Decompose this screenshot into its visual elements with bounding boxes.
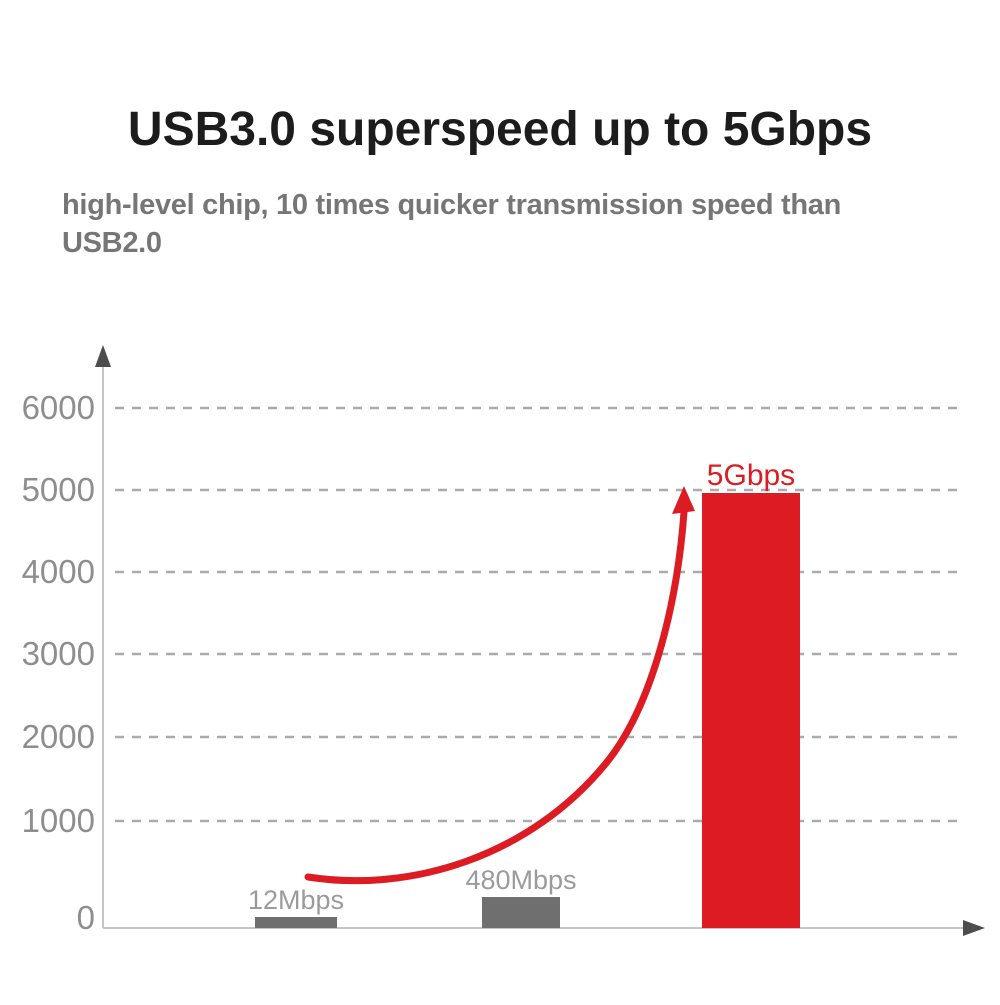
y-tick-label-1000: 1000 — [22, 802, 95, 839]
bar-label-480Mbps: 480Mbps — [465, 865, 576, 895]
bar-5Gbps — [702, 493, 800, 928]
y-tick-label-6000: 6000 — [22, 389, 95, 426]
y-tick-label-0: 0 — [77, 899, 95, 936]
bar-label-5Gbps: 5Gbps — [707, 459, 795, 492]
page-subtitle: high-level chip, 10 times quicker transm… — [62, 186, 952, 262]
page-subtitle-line2: USB2.0 — [62, 227, 162, 259]
bar-12Mbps — [255, 917, 337, 928]
y-tick-label-3000: 3000 — [22, 635, 95, 672]
growth-curve — [304, 508, 688, 885]
bar-label-12Mbps: 12Mbps — [248, 885, 344, 915]
page-title: USB3.0 superspeed up to 5Gbps — [127, 103, 873, 156]
y-tick-label-2000: 2000 — [22, 718, 95, 755]
page-subtitle-line1: high-level chip, 10 times quicker transm… — [62, 189, 842, 221]
growth-curve-arrow-icon — [672, 486, 695, 514]
x-axis-arrow-icon — [963, 920, 985, 936]
y-tick-label-4000: 4000 — [22, 553, 95, 590]
y-axis-arrow-icon — [95, 345, 111, 367]
bar-480Mbps — [482, 897, 560, 928]
y-tick-label-5000: 5000 — [22, 471, 95, 508]
